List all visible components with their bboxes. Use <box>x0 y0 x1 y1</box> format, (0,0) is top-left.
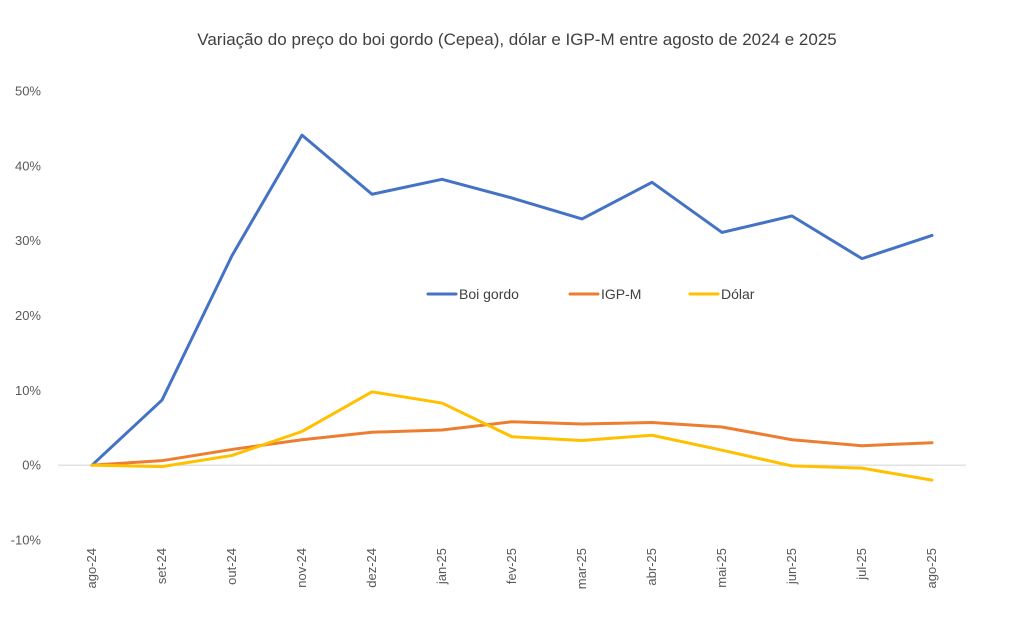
x-tick-label: fev-25 <box>504 548 519 584</box>
x-tick-label: ago-24 <box>84 548 99 588</box>
y-tick-label: 30% <box>15 233 41 248</box>
y-tick-label: 50% <box>15 84 41 99</box>
y-tick-label: 40% <box>15 158 41 173</box>
x-tick-label: mai-25 <box>714 548 729 588</box>
series-line-dolar <box>90 390 934 482</box>
legend-label-dolar: Dólar <box>721 286 755 302</box>
y-tick-label: 20% <box>15 308 41 323</box>
y-axis: -10% 0% 10% 20% 30% 40% 50% <box>11 84 42 548</box>
series-line-igp-m <box>90 420 934 467</box>
x-tick-label: jun-25 <box>784 548 799 585</box>
y-tick-label: -10% <box>11 533 42 548</box>
x-tick-label: ago-25 <box>924 548 939 588</box>
y-tick-label: 10% <box>15 383 41 398</box>
chart-title: Variação do preço do boi gordo (Cepea), … <box>197 30 836 49</box>
x-tick-label: nov-24 <box>294 548 309 588</box>
x-tick-label: abr-25 <box>644 548 659 586</box>
x-tick-label: dez-24 <box>364 548 379 588</box>
x-tick-label: set-24 <box>154 548 169 584</box>
x-axis: ago-24 set-24 out-24 nov-24 dez-24 jan-25 fev-… <box>58 464 966 589</box>
legend-label-igp-m: IGP-M <box>601 286 641 302</box>
y-tick-label: 0% <box>22 458 41 473</box>
x-tick-label: mar-25 <box>574 548 589 589</box>
series-line-boi-gordo <box>90 133 934 467</box>
legend: Boi gordo IGP-M Dólar <box>426 286 755 302</box>
legend-label-boi-gordo: Boi gordo <box>459 286 519 302</box>
x-tick-label: jul-25 <box>854 548 869 581</box>
series-lines <box>90 133 934 482</box>
x-tick-label: jan-25 <box>434 548 449 585</box>
x-tick-label: out-24 <box>224 548 239 585</box>
